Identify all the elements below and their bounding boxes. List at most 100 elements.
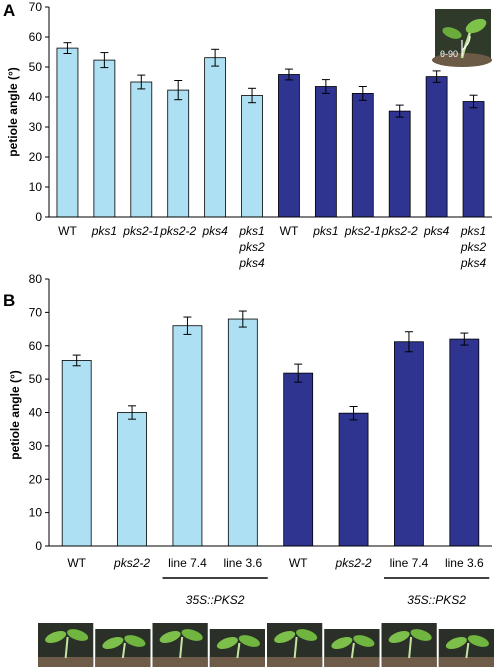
- bar-4: [167, 89, 190, 218]
- panel-a-label: A: [3, 1, 15, 20]
- panel-b-group-labels: 35S::PKS2 35S::PKS2: [162, 577, 490, 607]
- bar-2: [93, 59, 116, 218]
- photo-stem: [350, 642, 355, 659]
- bar-11: [425, 76, 448, 218]
- photo-stem: [179, 636, 184, 659]
- photo-leaf-left: [216, 636, 238, 650]
- panel-a-error-bars: [63, 42, 478, 118]
- category-label-10: pks2-2: [381, 224, 418, 238]
- y-tick-label: 40: [29, 406, 43, 420]
- seedling-photo-6: [324, 629, 380, 667]
- photo-soil: [209, 657, 265, 667]
- photo-leaf-left: [274, 630, 296, 644]
- category-label-4: pks2-2: [159, 224, 196, 238]
- category-label-4: line 3.6: [223, 556, 262, 570]
- y-tick-label: 10: [29, 180, 43, 194]
- y-tick-label: 30: [29, 439, 43, 453]
- category-label-5: pks4: [201, 224, 228, 238]
- seedling-inset-photo: θ-90: [432, 9, 492, 67]
- panel-b-error-bars: [72, 310, 469, 421]
- seedling-photo-8: [438, 629, 494, 667]
- panel-b-axes: [48, 279, 492, 547]
- y-tick-label: 50: [29, 372, 43, 386]
- photo-soil: [438, 657, 494, 667]
- category-label-3: line 7.4: [168, 556, 207, 570]
- photo-leaf-right: [296, 629, 318, 641]
- y-tick-label: 20: [29, 472, 43, 486]
- category-label-8: line 3.6: [445, 556, 484, 570]
- category-label-6: pks1: [238, 224, 264, 238]
- photo-leaf-right: [67, 629, 89, 641]
- error-bar-3: [183, 316, 192, 335]
- panel-a-axes: [48, 7, 492, 218]
- seedling-photo-4: [209, 629, 265, 667]
- panel-b-bars: [61, 318, 480, 547]
- bar-5: [283, 372, 314, 547]
- panel-a-y-ticks: 0 10 20 30 40 50 60 70: [29, 0, 49, 224]
- bar-7: [278, 74, 300, 218]
- error-bar-4: [174, 80, 183, 101]
- category-label-8: pks1: [312, 224, 338, 238]
- bar-8: [314, 86, 337, 218]
- bar-4: [227, 318, 258, 547]
- error-bar-8: [460, 332, 469, 346]
- error-bar-12: [469, 94, 478, 109]
- y-tick-label: 60: [29, 339, 43, 353]
- y-tick-label: 30: [29, 120, 43, 134]
- photo-stem: [121, 642, 126, 659]
- y-tick-label: 60: [29, 30, 43, 44]
- photo-leaf-right: [124, 635, 146, 647]
- photo-leaf-left: [159, 630, 181, 644]
- bar-8: [449, 338, 480, 547]
- seedling-photo-3: [152, 623, 208, 667]
- category-label-6: pks2-2: [335, 556, 372, 570]
- bar-5: [204, 57, 227, 218]
- y-tick-label: 20: [29, 150, 43, 164]
- error-bar-6: [248, 87, 257, 104]
- photo-soil: [267, 657, 323, 667]
- photo-soil: [95, 657, 151, 667]
- photo-stem: [293, 636, 298, 659]
- error-bar-7: [284, 68, 293, 81]
- photo-stem: [64, 636, 69, 659]
- inset-angle-label: θ-90: [440, 49, 458, 59]
- error-bar-1: [72, 354, 81, 367]
- category-label-1: WT: [67, 556, 86, 570]
- photo-soil: [38, 657, 94, 667]
- bar-3: [130, 81, 153, 218]
- bar-9: [351, 93, 374, 218]
- category-label-2: pks1: [91, 224, 117, 238]
- y-tick-label: 80: [29, 272, 43, 286]
- error-bar-10: [395, 104, 404, 118]
- category-label-9: pks2-1: [344, 224, 381, 238]
- category-label-7: WT: [280, 224, 299, 238]
- y-tick-label: 10: [29, 506, 43, 520]
- seedling-photo-2: [95, 629, 151, 667]
- error-bar-4: [238, 310, 247, 328]
- photo-leaf-left: [445, 636, 467, 650]
- panel-a: A petiole angle (°) 0 10 20 30 40 50 60 70 WT pk…: [3, 0, 492, 270]
- photo-stem: [408, 636, 413, 659]
- photo-leaf-right: [410, 629, 432, 641]
- category-label-7: line 7.4: [390, 556, 429, 570]
- seedling-photo-7: [381, 623, 437, 667]
- error-bar-5: [211, 48, 220, 67]
- bar-1: [61, 360, 92, 547]
- bar-6: [338, 412, 369, 547]
- bar-6: [241, 95, 263, 218]
- error-bar-5: [294, 363, 303, 383]
- photo-leaf-right: [181, 629, 203, 641]
- seedling-photo-strip: [38, 623, 494, 667]
- category-label-11: pks4: [423, 224, 450, 238]
- error-bar-2: [128, 405, 137, 420]
- panel-a-bars: [56, 47, 485, 218]
- seedling-photo-5: [267, 623, 323, 667]
- photo-leaf-left: [331, 636, 353, 650]
- photo-leaf-left: [45, 630, 67, 644]
- y-tick-label: 40: [29, 90, 43, 104]
- photo-soil: [152, 657, 208, 667]
- category-label-6: pks2: [238, 240, 265, 254]
- bar-3: [172, 325, 203, 547]
- panel-b: B petiole angle (°) 0 10 20 30 40 50 60 70 80 WT…: [3, 272, 494, 667]
